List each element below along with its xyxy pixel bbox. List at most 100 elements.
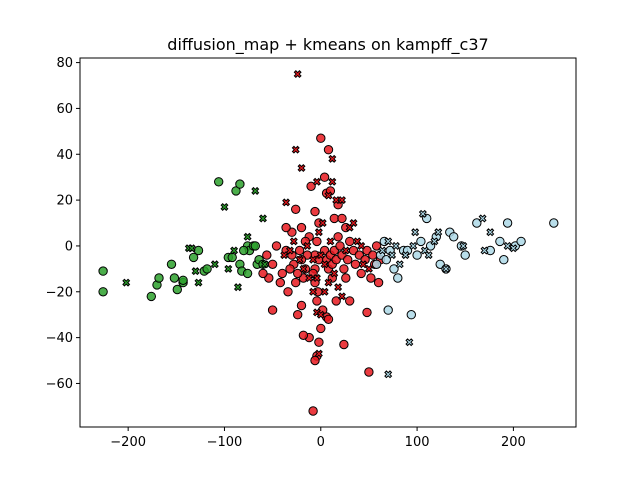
data-point-circle (339, 264, 349, 274)
data-point-cross (324, 278, 333, 287)
data-point-circle (312, 236, 322, 247)
data-point-circle (293, 310, 303, 320)
data-point-cross (295, 255, 304, 264)
data-point-circle (285, 264, 295, 274)
data-point-circle (178, 275, 188, 285)
data-point-circle (389, 264, 399, 274)
data-point-cross (305, 274, 314, 283)
data-point-cross (411, 228, 420, 237)
data-point-circle (258, 268, 268, 279)
data-point-circle (335, 241, 345, 251)
data-point-cross (233, 283, 242, 292)
data-point-circle (495, 236, 505, 247)
data-point-cross (434, 228, 443, 237)
data-points (98, 70, 559, 416)
data-point-cross (210, 260, 219, 269)
data-point-cross (258, 214, 267, 223)
x-tick-label: −200 (110, 435, 146, 450)
data-point-circle (308, 406, 318, 416)
data-point-cross (289, 237, 298, 246)
data-point-cross (316, 251, 325, 260)
data-point-circle (339, 339, 349, 350)
data-point-circle (283, 287, 293, 297)
data-point-cross (441, 264, 450, 273)
axes-frame (79, 57, 577, 428)
data-point-cross (220, 202, 229, 211)
data-point-circle (291, 204, 301, 215)
data-point-cross (384, 237, 393, 246)
data-point-circle (267, 305, 278, 315)
y-tick-label: −40 (46, 331, 73, 346)
data-point-circle (350, 259, 361, 269)
data-point-circle (281, 222, 291, 233)
data-point-cross (324, 191, 333, 200)
data-point-circle (383, 305, 393, 315)
y-tick-label: 40 (56, 148, 73, 163)
data-point-cross (409, 241, 418, 250)
y-tick-label: 20 (56, 194, 73, 209)
data-point-cross (320, 260, 329, 269)
data-point-circle (146, 291, 157, 302)
data-point-circle (277, 268, 287, 279)
data-point-cross (291, 145, 300, 154)
data-point-cross (314, 349, 323, 358)
data-point-circle (333, 232, 343, 242)
data-point-circle (371, 259, 382, 269)
data-point-circle (294, 245, 305, 256)
data-point-cross (312, 177, 321, 186)
x-tick-label: −100 (207, 435, 243, 450)
data-point-circle (193, 245, 204, 256)
data-point-cross (430, 237, 439, 246)
data-point-cross (509, 244, 518, 253)
data-point-circle (98, 266, 108, 276)
data-point-circle (316, 323, 326, 334)
data-point-circle (306, 181, 316, 192)
data-point-circle (239, 245, 249, 256)
data-point-cross (330, 269, 339, 278)
data-point-circle (169, 273, 180, 283)
data-point-cross (309, 287, 318, 296)
data-point-cross (424, 251, 433, 260)
data-point-cross (224, 264, 233, 273)
data-point-circle (316, 133, 326, 143)
data-point-cross (187, 244, 196, 253)
data-point-circle (323, 314, 334, 324)
data-point-circle (154, 273, 164, 283)
x-axis-ticks: −200 −100 0 100 200 (110, 427, 526, 450)
y-tick-label: 60 (56, 102, 73, 117)
data-point-cross (459, 241, 468, 250)
data-point-cross (364, 264, 373, 273)
data-point-circle (310, 206, 320, 217)
data-point-cross (401, 251, 410, 260)
data-point-circle (166, 259, 177, 269)
data-point-cross (341, 246, 350, 255)
data-point-circle (416, 236, 426, 247)
data-point-circle (343, 255, 353, 265)
data-point-circle (319, 172, 330, 182)
data-point-circle (412, 250, 422, 260)
y-tick-label: 80 (56, 56, 73, 71)
y-axis-ticks: −60 −40 −20 0 20 40 60 80 (46, 56, 80, 392)
data-point-cross (285, 246, 294, 255)
data-point-cross (328, 177, 337, 186)
data-point-circle (331, 296, 341, 306)
data-point-cross (309, 255, 318, 264)
data-point-cross (480, 246, 489, 255)
data-point-cross (303, 241, 312, 250)
data-point-circle (381, 255, 391, 265)
data-point-cross (297, 164, 306, 173)
data-point-circle (499, 255, 509, 265)
data-point-cross (318, 219, 327, 228)
data-point-circle (310, 355, 320, 366)
x-tick-label: 200 (501, 435, 526, 450)
data-point-circle (291, 277, 301, 288)
data-point-circle (371, 241, 382, 251)
data-point-circle (188, 252, 199, 263)
data-point-circle (267, 259, 278, 269)
data-point-circle (502, 218, 513, 228)
data-point-circle (460, 250, 470, 260)
data-point-cross (320, 287, 329, 296)
data-point-circle (271, 241, 282, 251)
data-point-cross (388, 251, 397, 260)
data-point-circle (449, 232, 459, 242)
